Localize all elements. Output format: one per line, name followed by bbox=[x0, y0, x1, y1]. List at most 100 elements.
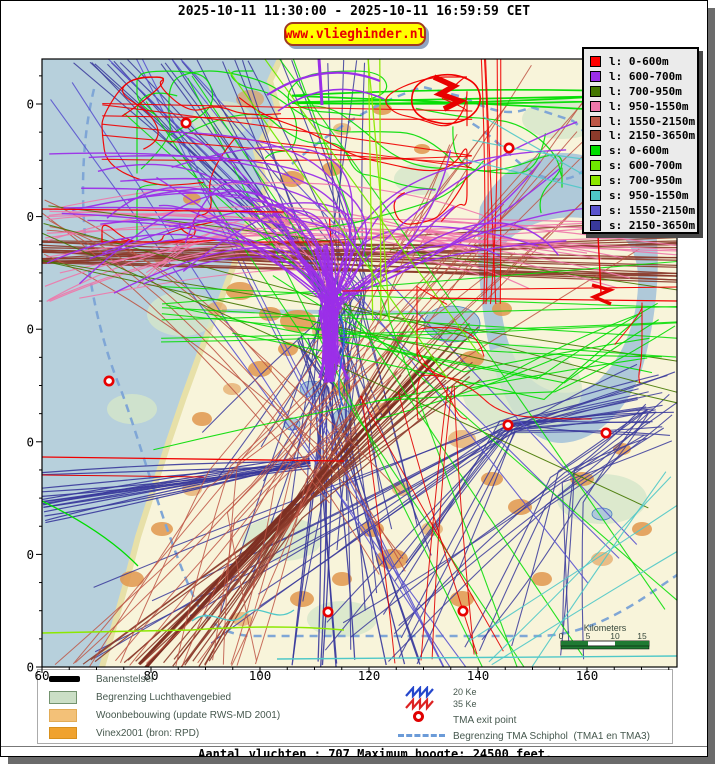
altitude-legend-swatch bbox=[590, 145, 601, 157]
flight-track-feature bbox=[429, 297, 677, 302]
flight-track bbox=[441, 97, 468, 127]
flight-track bbox=[375, 354, 653, 421]
flight-track bbox=[422, 217, 677, 247]
tma-exit-point-marker bbox=[322, 606, 334, 618]
flight-track bbox=[45, 234, 631, 279]
flight-track bbox=[222, 119, 607, 665]
flight-track bbox=[101, 76, 204, 186]
flight-track-feature bbox=[432, 74, 468, 112]
flight-track bbox=[254, 123, 658, 665]
flight-track bbox=[480, 59, 486, 305]
tma-exit-point-marker bbox=[457, 605, 469, 617]
flight-track bbox=[74, 102, 637, 663]
airport-area-swatch bbox=[49, 691, 77, 704]
altitude-legend-label: l: 600-700m bbox=[609, 69, 682, 83]
altitude-legend-item: l: 0-600m bbox=[584, 54, 697, 69]
flight-track bbox=[297, 253, 341, 311]
scale-bar-tick-label: 10 bbox=[610, 631, 620, 641]
altitude-legend-item: s: 2150-3650m bbox=[584, 218, 697, 233]
flight-track-feature bbox=[266, 71, 381, 96]
flight-track-bundle bbox=[468, 471, 677, 667]
map-legend-label: Woonbebouwing (update RWS-MD 2001) bbox=[96, 710, 281, 721]
flight-track bbox=[278, 59, 666, 610]
urban-area bbox=[414, 144, 430, 154]
x-tick-label: 120 bbox=[358, 668, 381, 683]
flight-track-bundle bbox=[416, 285, 643, 420]
flight-track bbox=[326, 308, 332, 383]
flight-track-feature bbox=[42, 474, 205, 478]
flight-track bbox=[44, 461, 311, 517]
altitude-legend-label: s: 700-950m bbox=[609, 174, 682, 188]
flight-track-bundle bbox=[318, 307, 350, 383]
urban-area bbox=[532, 572, 552, 586]
flight-track bbox=[146, 95, 588, 664]
flight-track-feature bbox=[317, 59, 324, 106]
scale-bar: Kilometers 0 5 10 15 bbox=[559, 623, 650, 650]
flight-track-feature bbox=[597, 234, 602, 294]
scale-bar-segment bbox=[642, 641, 649, 646]
flight-track-feature bbox=[42, 456, 345, 462]
site-badge-link[interactable]: www.vlieghinder.nl bbox=[284, 22, 426, 46]
flight-track bbox=[375, 325, 676, 402]
residential-swatch bbox=[49, 709, 77, 722]
altitude-legend-swatch bbox=[590, 130, 601, 142]
urban-area bbox=[226, 282, 254, 300]
altitude-legend-label: l: 1550-2150m bbox=[609, 114, 696, 128]
flight-track bbox=[464, 409, 649, 648]
scale-bar-tick-label: 5 bbox=[586, 631, 591, 641]
altitude-legend-swatch bbox=[590, 204, 601, 216]
flight-track bbox=[191, 75, 583, 656]
flight-track bbox=[258, 371, 676, 595]
flight-track bbox=[42, 260, 677, 404]
flight-track bbox=[161, 306, 677, 321]
flight-track-feature bbox=[191, 609, 295, 622]
flight-track bbox=[230, 64, 532, 665]
flight-track bbox=[489, 59, 498, 305]
altitude-legend-item: s: 0-600m bbox=[584, 143, 697, 158]
flight-track bbox=[231, 264, 442, 667]
site-badge-label: www.vlieghinder.nl bbox=[284, 26, 426, 42]
flight-track bbox=[304, 318, 650, 373]
flight-track bbox=[170, 388, 639, 549]
flight-track bbox=[90, 379, 481, 661]
y-tick-label: 510 bbox=[27, 209, 34, 224]
flight-track bbox=[416, 326, 485, 420]
tma-boundary-dash-icon bbox=[398, 734, 445, 737]
ke-contour-icon bbox=[405, 686, 434, 711]
flight-track-feature bbox=[42, 208, 285, 213]
altitude-legend-item: s: 950-1550m bbox=[584, 188, 697, 203]
urban-area bbox=[332, 572, 352, 586]
flight-track-feature bbox=[589, 283, 616, 306]
flight-track bbox=[48, 182, 518, 230]
flight-track bbox=[415, 107, 563, 188]
flight-track bbox=[452, 126, 563, 214]
flight-track bbox=[295, 325, 662, 358]
flight-track bbox=[42, 462, 311, 489]
flight-track bbox=[94, 318, 456, 663]
flight-track bbox=[46, 227, 602, 260]
urban-area bbox=[207, 302, 227, 316]
altitude-legend-item: s: 600-700m bbox=[584, 158, 697, 173]
map-svg: Kilometers051015608010012014016043045047… bbox=[27, 58, 678, 683]
flight-track bbox=[531, 471, 667, 667]
altitude-legend-swatch bbox=[590, 100, 601, 112]
ke20-zigzag-icon bbox=[405, 686, 434, 699]
altitude-legend-label: s: 950-1550m bbox=[609, 188, 689, 202]
urban-area bbox=[151, 522, 173, 536]
flight-track bbox=[226, 203, 505, 661]
urban-area bbox=[183, 193, 201, 205]
flight-track bbox=[234, 59, 362, 407]
flight-track bbox=[319, 309, 350, 381]
flight-track bbox=[491, 550, 677, 666]
flight-track bbox=[161, 313, 677, 358]
flight-track bbox=[102, 123, 472, 169]
flight-track-bundle bbox=[359, 385, 504, 664]
y-tick-label: 450 bbox=[27, 547, 34, 562]
tma-exit-point-marker bbox=[180, 117, 192, 129]
flight-track bbox=[101, 136, 237, 243]
flight-track-bundle bbox=[161, 260, 677, 358]
flight-track bbox=[54, 101, 584, 665]
tma-exit-point-marker bbox=[502, 419, 514, 431]
flight-track bbox=[227, 69, 448, 379]
flight-track bbox=[291, 88, 587, 97]
